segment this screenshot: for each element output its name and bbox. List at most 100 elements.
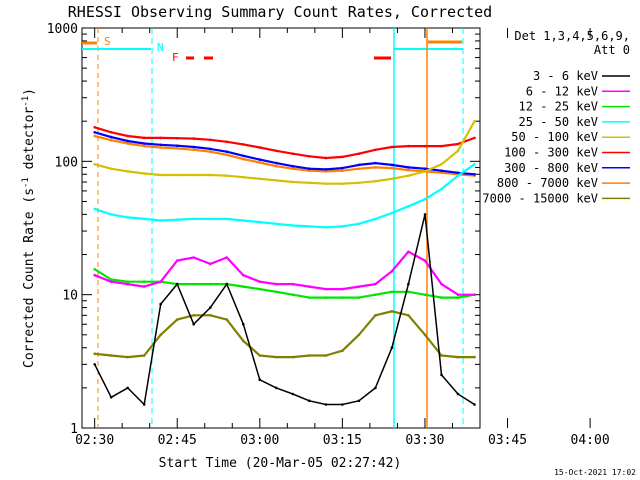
series-5-point	[159, 174, 162, 177]
legend-entry-label: 800 - 7000 keV	[497, 176, 598, 190]
chart-title: RHESSI Observing Summary Count Rates, Co…	[68, 3, 492, 21]
series-4-point	[341, 225, 344, 228]
series-6-point	[457, 143, 460, 146]
y-axis-label-sup1: -1	[21, 177, 31, 188]
legend-items: 3 - 6 keV6 - 12 keV12 - 25 keV25 - 50 ke…	[482, 69, 630, 205]
series-3-point	[93, 268, 96, 271]
series-4-point	[143, 218, 146, 221]
series-2-point	[440, 283, 443, 286]
series-6-point	[424, 145, 427, 148]
series-2-point	[391, 270, 394, 273]
series-7-point	[192, 146, 195, 149]
series-3-point	[126, 280, 129, 283]
series-9-point	[110, 354, 113, 357]
series-5-point	[143, 172, 146, 175]
series-3-point	[209, 283, 212, 286]
series-5-point	[242, 176, 245, 179]
x-tick-label: 03:30	[405, 433, 444, 448]
series-9-point	[325, 354, 328, 357]
series-8-point	[159, 146, 162, 149]
series-3-point	[242, 285, 245, 288]
series-2-point	[424, 259, 427, 262]
series-4-point	[374, 218, 377, 221]
series-8-point	[341, 169, 344, 172]
series-7-point	[159, 144, 162, 147]
legend-entry-label: 3 - 6 keV	[533, 69, 598, 83]
series-9-point	[192, 314, 195, 317]
series-4-point	[292, 224, 295, 227]
series-3-point	[259, 288, 262, 291]
series-8-point	[407, 169, 410, 172]
series-4-point	[176, 218, 179, 221]
series-4-point	[407, 205, 410, 208]
series-1-point	[374, 387, 377, 390]
series-9-point	[242, 340, 245, 343]
series-6-point	[259, 146, 262, 149]
series-2-point	[93, 274, 96, 277]
series-9-point	[440, 354, 443, 357]
series-4-point	[226, 218, 229, 221]
series-6-point	[440, 145, 443, 148]
series-2-point	[275, 283, 278, 286]
series-3-point	[341, 296, 344, 299]
series-3-point	[457, 296, 460, 299]
legend-entry-label: 25 - 50 keV	[519, 115, 598, 129]
series-4-point	[358, 223, 361, 226]
series-4-point	[126, 216, 129, 219]
series-3-point	[358, 296, 361, 299]
series-1-point	[407, 283, 410, 286]
series-5-point	[473, 120, 476, 123]
series-4-point	[457, 174, 460, 177]
series-4-point	[391, 212, 394, 215]
series-2-point	[341, 288, 344, 291]
series-9-point	[126, 356, 129, 359]
series-4-point	[192, 218, 195, 221]
series-7-point	[292, 165, 295, 168]
y-axis-label-mid: detector	[22, 107, 37, 178]
series-2-point	[209, 263, 212, 266]
series-5-point	[391, 178, 394, 181]
series-4-point	[242, 219, 245, 222]
y-axis-label-main: Corrected Count Rate (s	[22, 188, 37, 368]
x-tick-label: 03:45	[488, 433, 527, 448]
series-7-point	[358, 164, 361, 167]
series-9-point	[159, 334, 162, 337]
series-1-point	[424, 213, 427, 216]
series-4-point	[259, 221, 262, 224]
series-3-point	[424, 293, 427, 296]
series-9-point	[374, 314, 377, 317]
y-axis-label-end: )	[22, 88, 37, 96]
series-8-point	[292, 167, 295, 170]
series-8-point	[176, 147, 179, 150]
series-3-point	[292, 293, 295, 296]
series-7-point	[391, 164, 394, 167]
annotation-label-n: N	[157, 41, 164, 54]
x-tick-label: 02:30	[75, 433, 114, 448]
series-6-point	[391, 146, 394, 149]
series-6-point	[292, 152, 295, 155]
series-8-point	[275, 165, 278, 168]
series-2-point	[358, 285, 361, 288]
series-5-point	[275, 179, 278, 182]
series-3-point	[143, 280, 146, 283]
annotation-label-f: F	[172, 51, 179, 64]
series-7-point	[110, 136, 113, 139]
series-8-point	[358, 167, 361, 170]
series-9-point	[143, 354, 146, 357]
series-6-point	[226, 141, 229, 144]
y-axis-label-sup2: -1	[21, 96, 31, 107]
series-5-point	[341, 182, 344, 185]
series-2-point	[176, 259, 179, 262]
series-7-point	[407, 166, 410, 169]
series-5-point	[110, 167, 113, 170]
series-2-point	[192, 256, 195, 259]
series-7-point	[226, 150, 229, 153]
series-9-point	[424, 334, 427, 337]
y-axis-label: Corrected Count Rate (s-1 detector-1)	[21, 88, 37, 368]
rhessi-chart: RHESSI Observing Summary Count Rates, Co…	[0, 0, 640, 480]
series-4-point	[308, 225, 311, 228]
series-4-point	[209, 218, 212, 221]
series-7-point	[457, 172, 460, 175]
series-9-point	[209, 314, 212, 317]
